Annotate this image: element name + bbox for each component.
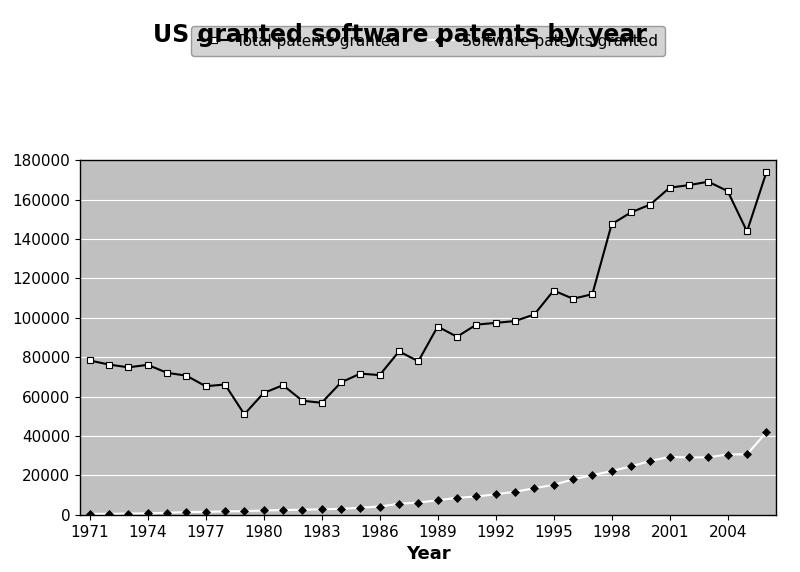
Total patents granted [259, 390, 269, 396]
Total patents granted [452, 333, 462, 340]
Total patents granted [123, 364, 133, 371]
Total patents granted [182, 372, 191, 379]
Software patents granted [317, 506, 326, 513]
Software patents granted [143, 510, 153, 517]
Software patents granted [162, 509, 172, 516]
Total patents granted [762, 169, 771, 176]
Total patents granted [336, 379, 346, 386]
Total patents granted [414, 358, 423, 365]
Software patents granted [394, 500, 404, 507]
Total patents granted [665, 184, 674, 191]
Software patents granted [259, 507, 269, 514]
Software patents granted [723, 451, 733, 458]
Total patents granted [375, 372, 385, 379]
Total patents granted [278, 382, 288, 388]
Software patents granted [355, 505, 365, 511]
Total patents granted [104, 361, 114, 368]
Total patents granted [742, 228, 752, 235]
Software patents granted [491, 491, 501, 498]
Total patents granted [433, 323, 442, 330]
Total patents granted [703, 178, 713, 185]
Software patents granted [278, 507, 288, 514]
Total patents granted [510, 317, 520, 324]
Total patents granted [239, 411, 249, 418]
Software patents granted [568, 476, 578, 483]
Software patents granted [510, 488, 520, 495]
Software patents granted [762, 429, 771, 436]
Total patents granted [394, 348, 404, 355]
Total patents granted [162, 370, 172, 376]
Total patents granted [317, 399, 326, 406]
Software patents granted [684, 454, 694, 461]
Total patents granted [471, 321, 481, 328]
Total patents granted [587, 291, 597, 297]
Software patents granted [298, 506, 307, 513]
Software patents granted [336, 506, 346, 513]
Total patents granted [355, 370, 365, 377]
Total patents granted [530, 311, 539, 318]
Software patents granted [626, 463, 636, 470]
Text: US granted software patents by year: US granted software patents by year [153, 23, 647, 47]
Software patents granted [182, 509, 191, 515]
Software patents granted [742, 451, 752, 458]
Software patents granted [201, 509, 210, 515]
Software patents granted [452, 494, 462, 501]
Software patents granted [123, 510, 133, 517]
Software patents granted [433, 497, 442, 504]
Total patents granted [549, 287, 558, 294]
Software patents granted [239, 508, 249, 515]
Line: Total patents granted: Total patents granted [86, 169, 770, 418]
Software patents granted [703, 454, 713, 460]
Software patents granted [607, 468, 617, 475]
Software patents granted [414, 499, 423, 506]
Software patents granted [85, 510, 94, 517]
Total patents granted [85, 357, 94, 364]
Total patents granted [201, 383, 210, 390]
Total patents granted [568, 295, 578, 302]
Total patents granted [607, 221, 617, 228]
X-axis label: Year: Year [406, 545, 450, 563]
Software patents granted [220, 508, 230, 515]
Line: Software patents granted: Software patents granted [87, 430, 769, 517]
Software patents granted [104, 510, 114, 517]
Software patents granted [587, 472, 597, 479]
Total patents granted [298, 398, 307, 404]
Software patents granted [549, 482, 558, 488]
Total patents granted [220, 381, 230, 388]
Software patents granted [665, 454, 674, 460]
Software patents granted [530, 485, 539, 492]
Software patents granted [646, 458, 655, 464]
Total patents granted [723, 188, 733, 194]
Total patents granted [491, 319, 501, 326]
Total patents granted [626, 209, 636, 216]
Software patents granted [471, 493, 481, 500]
Total patents granted [684, 182, 694, 189]
Legend: Total patents granted, Software patents granted: Total patents granted, Software patents … [190, 26, 666, 56]
Software patents granted [375, 503, 385, 510]
Total patents granted [646, 201, 655, 208]
Total patents granted [143, 362, 153, 368]
